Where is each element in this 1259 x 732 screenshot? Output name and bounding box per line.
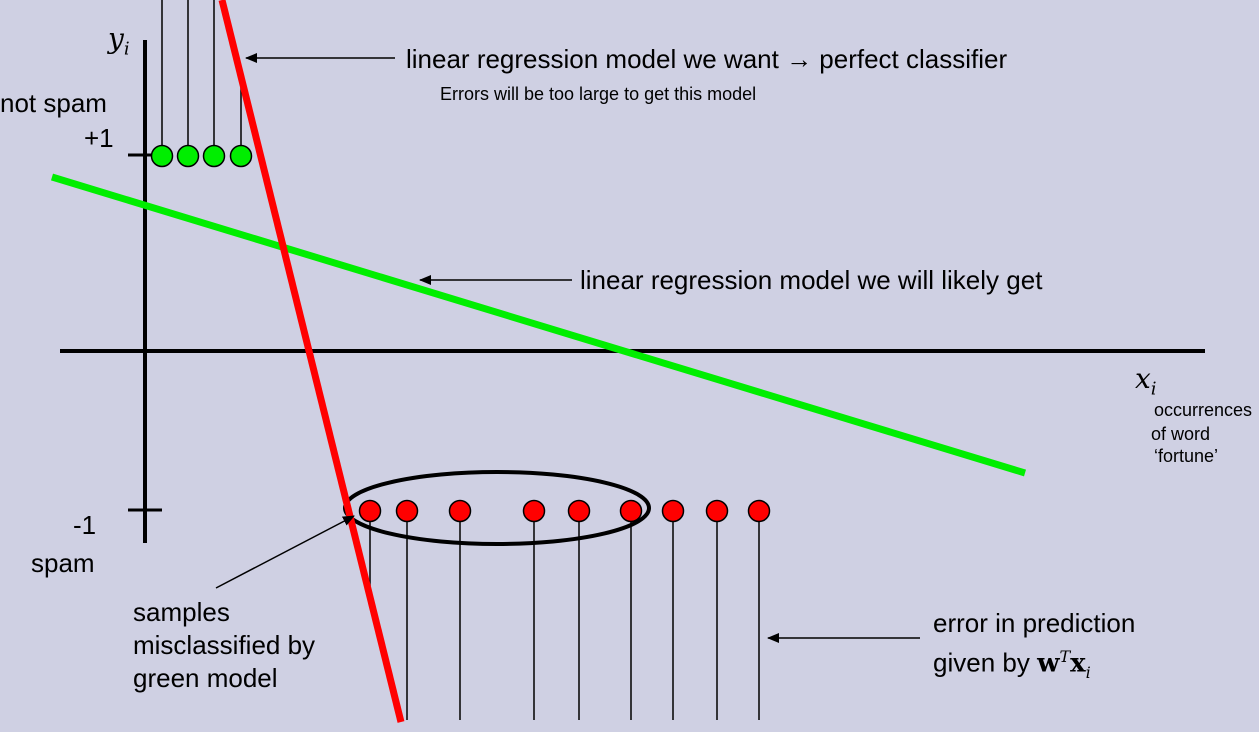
y-tick-neg-label: -1 bbox=[73, 510, 97, 540]
wanted-model-label: linear regression model we want → perfec… bbox=[406, 44, 1008, 74]
negative-sample-dot bbox=[567, 499, 591, 523]
positive-class-label: not spam bbox=[0, 88, 107, 118]
negative-sample-dot bbox=[358, 499, 382, 523]
misclassified-arrow bbox=[215, 515, 355, 589]
misclassified-ellipse bbox=[343, 470, 651, 546]
negative-sample-dot bbox=[705, 499, 729, 523]
negative-class-label: spam bbox=[31, 548, 95, 578]
negative-sample-dot bbox=[522, 499, 546, 523]
likely-model-label: linear regression model we will likely g… bbox=[580, 265, 1043, 295]
error-label: error in prediction given by wTxi bbox=[933, 606, 1135, 690]
likely-model-line bbox=[50, 173, 1027, 477]
x-axis-desc-2: of word bbox=[1150, 424, 1210, 444]
misclassified-line-2: misclassified by bbox=[133, 630, 316, 660]
negative-sample-dot bbox=[747, 499, 771, 523]
x-axis-desc-3: ‘fortune’ bbox=[1153, 446, 1218, 466]
negative-samples bbox=[358, 499, 771, 523]
positive-sample-dot bbox=[176, 144, 200, 168]
x-axis-desc-1: occurrences bbox=[1153, 400, 1252, 420]
positive-sample-dot bbox=[229, 144, 253, 168]
misclassified-label: samples misclassified by green model bbox=[133, 596, 315, 695]
negative-sample-dot bbox=[395, 499, 419, 523]
y-axis-label: yi bbox=[108, 22, 130, 60]
negative-sample-dot bbox=[448, 499, 472, 523]
x-axis-label: xi bbox=[1135, 362, 1157, 400]
wanted-model-line bbox=[218, 0, 405, 723]
y-tick-pos-label: +1 bbox=[84, 123, 114, 153]
error-label-line-1: error in prediction bbox=[933, 608, 1136, 638]
negative-sample-dot bbox=[619, 499, 643, 523]
misclassified-line-1: samples bbox=[133, 597, 230, 627]
positive-samples bbox=[150, 144, 253, 168]
wanted-model-note: Errors will be too large to get this mod… bbox=[440, 84, 757, 104]
misclassified-line-3: green model bbox=[133, 663, 278, 693]
error-label-line-2: given by wTxi bbox=[933, 647, 1091, 682]
negative-sample-dot bbox=[661, 499, 685, 523]
positive-error-stems bbox=[161, 0, 242, 155]
positive-sample-dot bbox=[150, 144, 174, 168]
positive-sample-dot bbox=[202, 144, 226, 168]
